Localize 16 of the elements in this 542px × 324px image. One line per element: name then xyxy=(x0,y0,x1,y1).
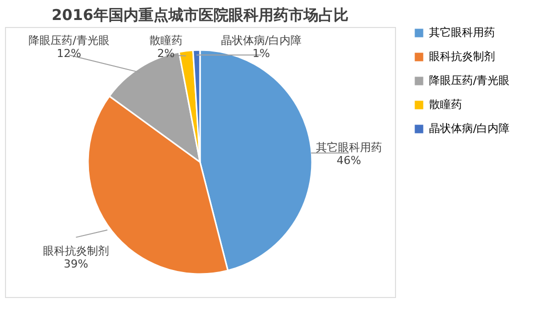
slice-label: 眼科抗炎制剂 xyxy=(42,244,109,258)
legend-label: 眼科抗炎制剂 xyxy=(429,50,495,63)
slice-label: 散瞳药 xyxy=(149,34,182,47)
legend-label: 晶状体病/白内障 xyxy=(429,122,510,135)
legend-label: 散瞳药 xyxy=(429,98,462,111)
chart-title: 2016年国内重点城市医院眼科用药市场占比 xyxy=(52,6,348,24)
legend-label: 降眼压药/青光眼 xyxy=(429,74,510,87)
data-label: 12% xyxy=(56,47,82,60)
data-label: 46% xyxy=(336,154,362,168)
legend-label: 其它眼科用药 xyxy=(429,26,495,39)
slice-label: 晶状体病/白内障 xyxy=(220,34,302,47)
slice-label: 其它眼科用药 xyxy=(316,141,382,154)
data-label: 1% xyxy=(252,47,270,60)
slice-label: 降眼压药/青光眼 xyxy=(28,34,110,47)
data-label: 39% xyxy=(64,257,88,270)
data-label: 2% xyxy=(157,47,175,60)
